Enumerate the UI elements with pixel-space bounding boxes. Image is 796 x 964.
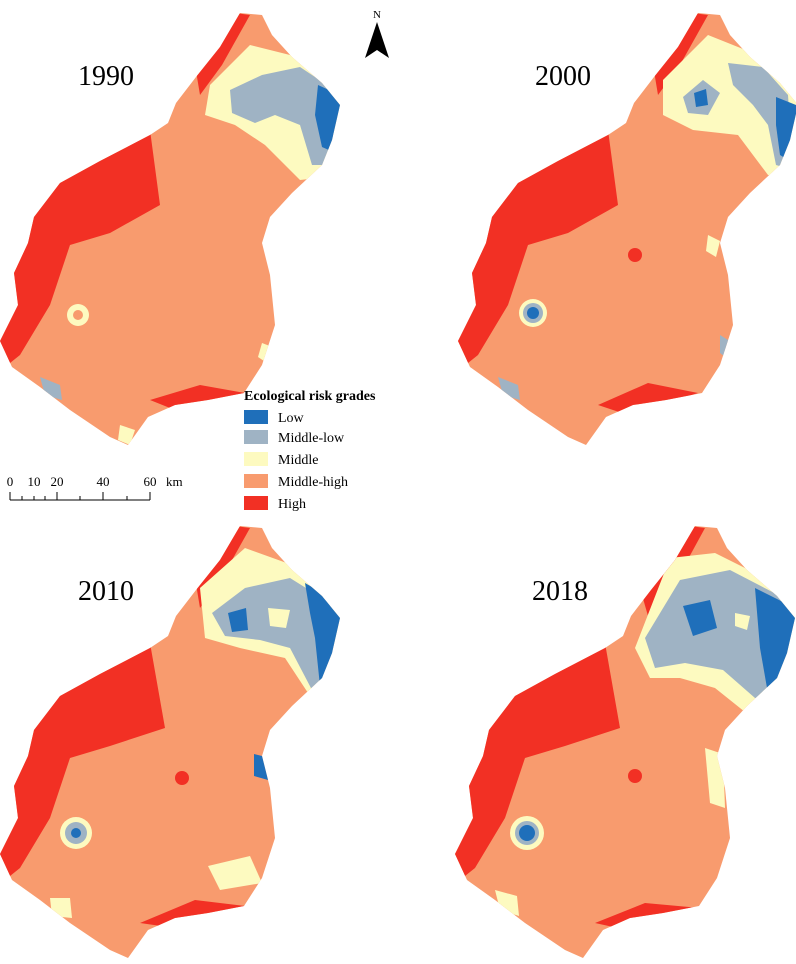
legend-label-middle-high: Middle-high: [278, 475, 348, 490]
middle-low-zone-ne: [230, 67, 335, 165]
middle-high-spot: [73, 310, 83, 320]
low-spot-west: [71, 828, 81, 838]
scale-tick-label: 20: [51, 474, 64, 489]
scale-unit: km: [166, 474, 183, 489]
map-2018: [455, 526, 795, 958]
year-label-2018: 2018: [532, 576, 588, 607]
legend-swatch-middle-low: [244, 430, 268, 444]
middle-low-zone-ne: [212, 578, 335, 693]
middle-low-zone-ne: [728, 63, 793, 170]
scale-tick-label: 10: [28, 474, 41, 489]
year-label-2010: 2010: [78, 576, 134, 607]
high-spot-center: [628, 769, 642, 783]
legend-swatch-middle: [244, 452, 268, 466]
low-spot-a: [228, 608, 248, 632]
legend-title: Ecological risk grades: [244, 389, 376, 404]
low-spot-west: [519, 825, 535, 841]
low-spot-west: [527, 307, 539, 319]
middle-zone-south: [208, 856, 262, 890]
legend-label-low: Low: [278, 411, 305, 426]
high-zone-north: [653, 13, 708, 95]
north-label: N: [373, 9, 381, 21]
legend-item-middle: Middle: [244, 452, 318, 468]
legend-item-low: Low: [244, 410, 305, 426]
legend-item-middle-low: Middle-low: [244, 430, 345, 446]
low-spot: [694, 89, 708, 107]
legend-label-high: High: [278, 497, 306, 512]
legend-label-middle: Middle: [278, 453, 318, 468]
scale-bar: 0 10 20 40 60 km: [7, 474, 183, 501]
legend-swatch-middle-high: [244, 474, 268, 488]
high-zone-south: [140, 900, 245, 928]
low-zone-a: [683, 600, 717, 636]
map-2000: [458, 13, 796, 445]
middle-spot-east: [706, 235, 720, 257]
north-arrow: N: [365, 9, 389, 58]
high-zone-south: [598, 383, 698, 415]
high-zone-north: [195, 13, 250, 95]
legend-swatch-high: [244, 496, 268, 510]
year-label-2000: 2000: [535, 61, 591, 92]
high-spot-center: [175, 771, 189, 785]
middle-spot-south: [118, 425, 135, 445]
scale-tick-label: 40: [97, 474, 110, 489]
year-label-1990: 1990: [78, 61, 134, 92]
scale-bar-line: [9, 492, 151, 501]
middle-spot-ne: [735, 613, 750, 630]
map-2010: [0, 526, 340, 958]
middle-low-zone-ne: [645, 570, 793, 698]
legend: Ecological risk grades Low Middle-low Mi…: [244, 389, 376, 512]
legend-swatch-low: [244, 410, 268, 424]
high-zone-south: [150, 385, 245, 410]
legend-item-middle-high: Middle-high: [244, 474, 348, 490]
scale-tick-label: 60: [144, 474, 157, 489]
legend-item-high: High: [244, 496, 306, 512]
scale-tick-label: 0: [7, 474, 14, 489]
middle-spot-south: [50, 898, 72, 918]
map-1990: [0, 13, 340, 445]
legend-label-middle-low: Middle-low: [278, 431, 345, 446]
north-arrow-icon: [365, 22, 389, 58]
high-spot-center: [628, 248, 642, 262]
middle-spot-ne: [268, 608, 290, 628]
low-spot-east: [254, 754, 270, 780]
